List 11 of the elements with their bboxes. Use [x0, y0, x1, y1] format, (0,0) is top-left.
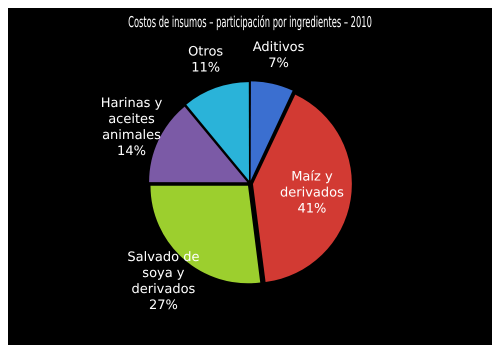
data-label: 14%	[117, 144, 146, 160]
slice-label: Maíz y derivados	[280, 170, 344, 201]
data-label: 41%	[297, 202, 326, 217]
data-label: 7%	[268, 56, 289, 72]
slice-label: Aditivos	[252, 40, 305, 56]
slice-label: Otros	[188, 44, 224, 60]
slice-label: Harinas y aceites animales	[100, 96, 163, 144]
data-label: 11%	[191, 60, 220, 76]
chart-title: Costos de insumos – participación por ingredientes – 2010	[128, 13, 372, 31]
data-label: 27%	[148, 298, 178, 314]
slice-label: Salvado de soya y derivados	[127, 250, 200, 298]
